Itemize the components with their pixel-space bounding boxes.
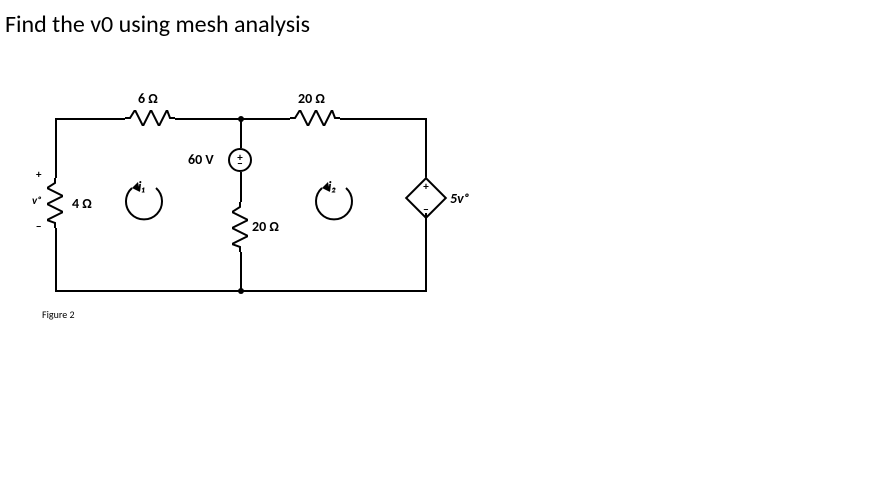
i1-label: i₁ (138, 178, 145, 195)
wire-right-upper (425, 118, 427, 183)
wire-left-lower (55, 228, 57, 292)
resistor-r3 (47, 178, 63, 228)
r4-label: 20 Ω (252, 218, 279, 235)
v1-label: 60 V (188, 151, 214, 168)
circuit-diagram: 6 Ω 20 Ω 4 Ω + vₒ − + − 60 V 20 Ω + − 5v… (30, 90, 480, 340)
wire-top-mid (175, 118, 290, 120)
page-title: Find the v0 using mesh analysis (5, 10, 310, 39)
resistor-r4 (232, 202, 248, 252)
r3-label: 4 Ω (72, 195, 92, 212)
vo-minus: − (36, 220, 41, 233)
vo-plus: + (36, 168, 41, 181)
vd-label: 5vₒ (450, 190, 469, 207)
node-top-mid (238, 116, 244, 122)
wire-top-right (340, 118, 427, 120)
r2-label: 20 Ω (298, 90, 325, 107)
wire-mid-upper (240, 118, 242, 148)
wire-top-left (55, 118, 125, 120)
wire-right-lower (425, 213, 427, 292)
i2-label: i₂ (328, 178, 336, 195)
figure-label: Figure 2 (42, 308, 75, 321)
wire-mid-between (240, 172, 242, 202)
wire-mid-lower (240, 252, 242, 292)
resistor-r2 (290, 110, 340, 126)
r1-label: 6 Ω (138, 90, 158, 107)
vo-label: vₒ (32, 194, 41, 207)
wire-bottom (55, 290, 427, 292)
wire-left-upper (55, 118, 57, 178)
resistor-r1 (125, 110, 175, 126)
voltage-source-60v: + − (228, 148, 252, 172)
